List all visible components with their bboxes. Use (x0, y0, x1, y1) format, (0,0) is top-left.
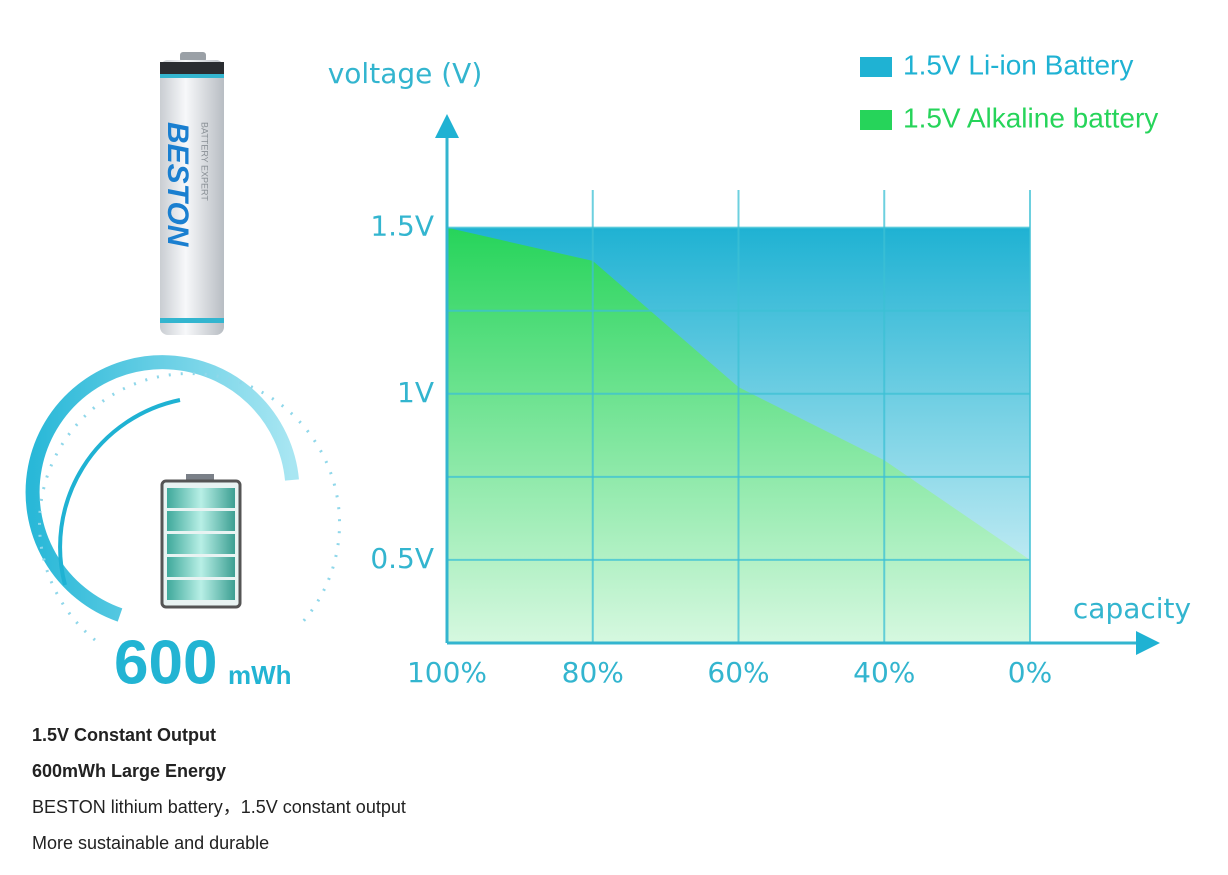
description-line: More sustainable and durable (32, 833, 269, 853)
x-tick-label: 100% (407, 656, 487, 689)
y-axis-arrow (435, 114, 459, 138)
battery-illustration: BESTON BATTERY EXPERT (160, 52, 224, 335)
legend-label: 1.5V Alkaline battery (903, 102, 1158, 133)
legend-label: 1.5V Li-ion Battery (903, 49, 1133, 80)
legend-swatch (860, 110, 892, 130)
description-line: 600mWh Large Energy (32, 761, 226, 781)
x-tick-label: 80% (562, 656, 624, 689)
description-line: BESTON lithium battery，1.5V constant out… (32, 797, 406, 817)
x-axis-label: capacity (1073, 592, 1191, 625)
x-tick-label: 0% (1008, 656, 1052, 689)
x-tick-label: 40% (853, 656, 915, 689)
energy-unit: mWh (228, 660, 292, 690)
x-axis-arrow (1136, 631, 1160, 655)
battery-brand: BESTON (161, 122, 194, 248)
legend-swatch (860, 57, 892, 77)
energy-value: 600 (114, 628, 217, 697)
energy-gauge: 600 mWh (25, 355, 342, 697)
x-tick-label: 60% (707, 656, 769, 689)
y-tick-label: 1.5V (370, 210, 434, 243)
battery-tagline: BATTERY EXPERT (200, 122, 210, 201)
chart: voltage (V) capacity 0.5V 1V 1.5V 100% 80% 60% 4… (328, 49, 1191, 689)
y-tick-label: 0.5V (370, 542, 434, 575)
y-tick-label: 1V (397, 376, 434, 409)
description-line: 1.5V Constant Output (32, 725, 216, 745)
y-axis-label: voltage (V) (328, 57, 483, 90)
